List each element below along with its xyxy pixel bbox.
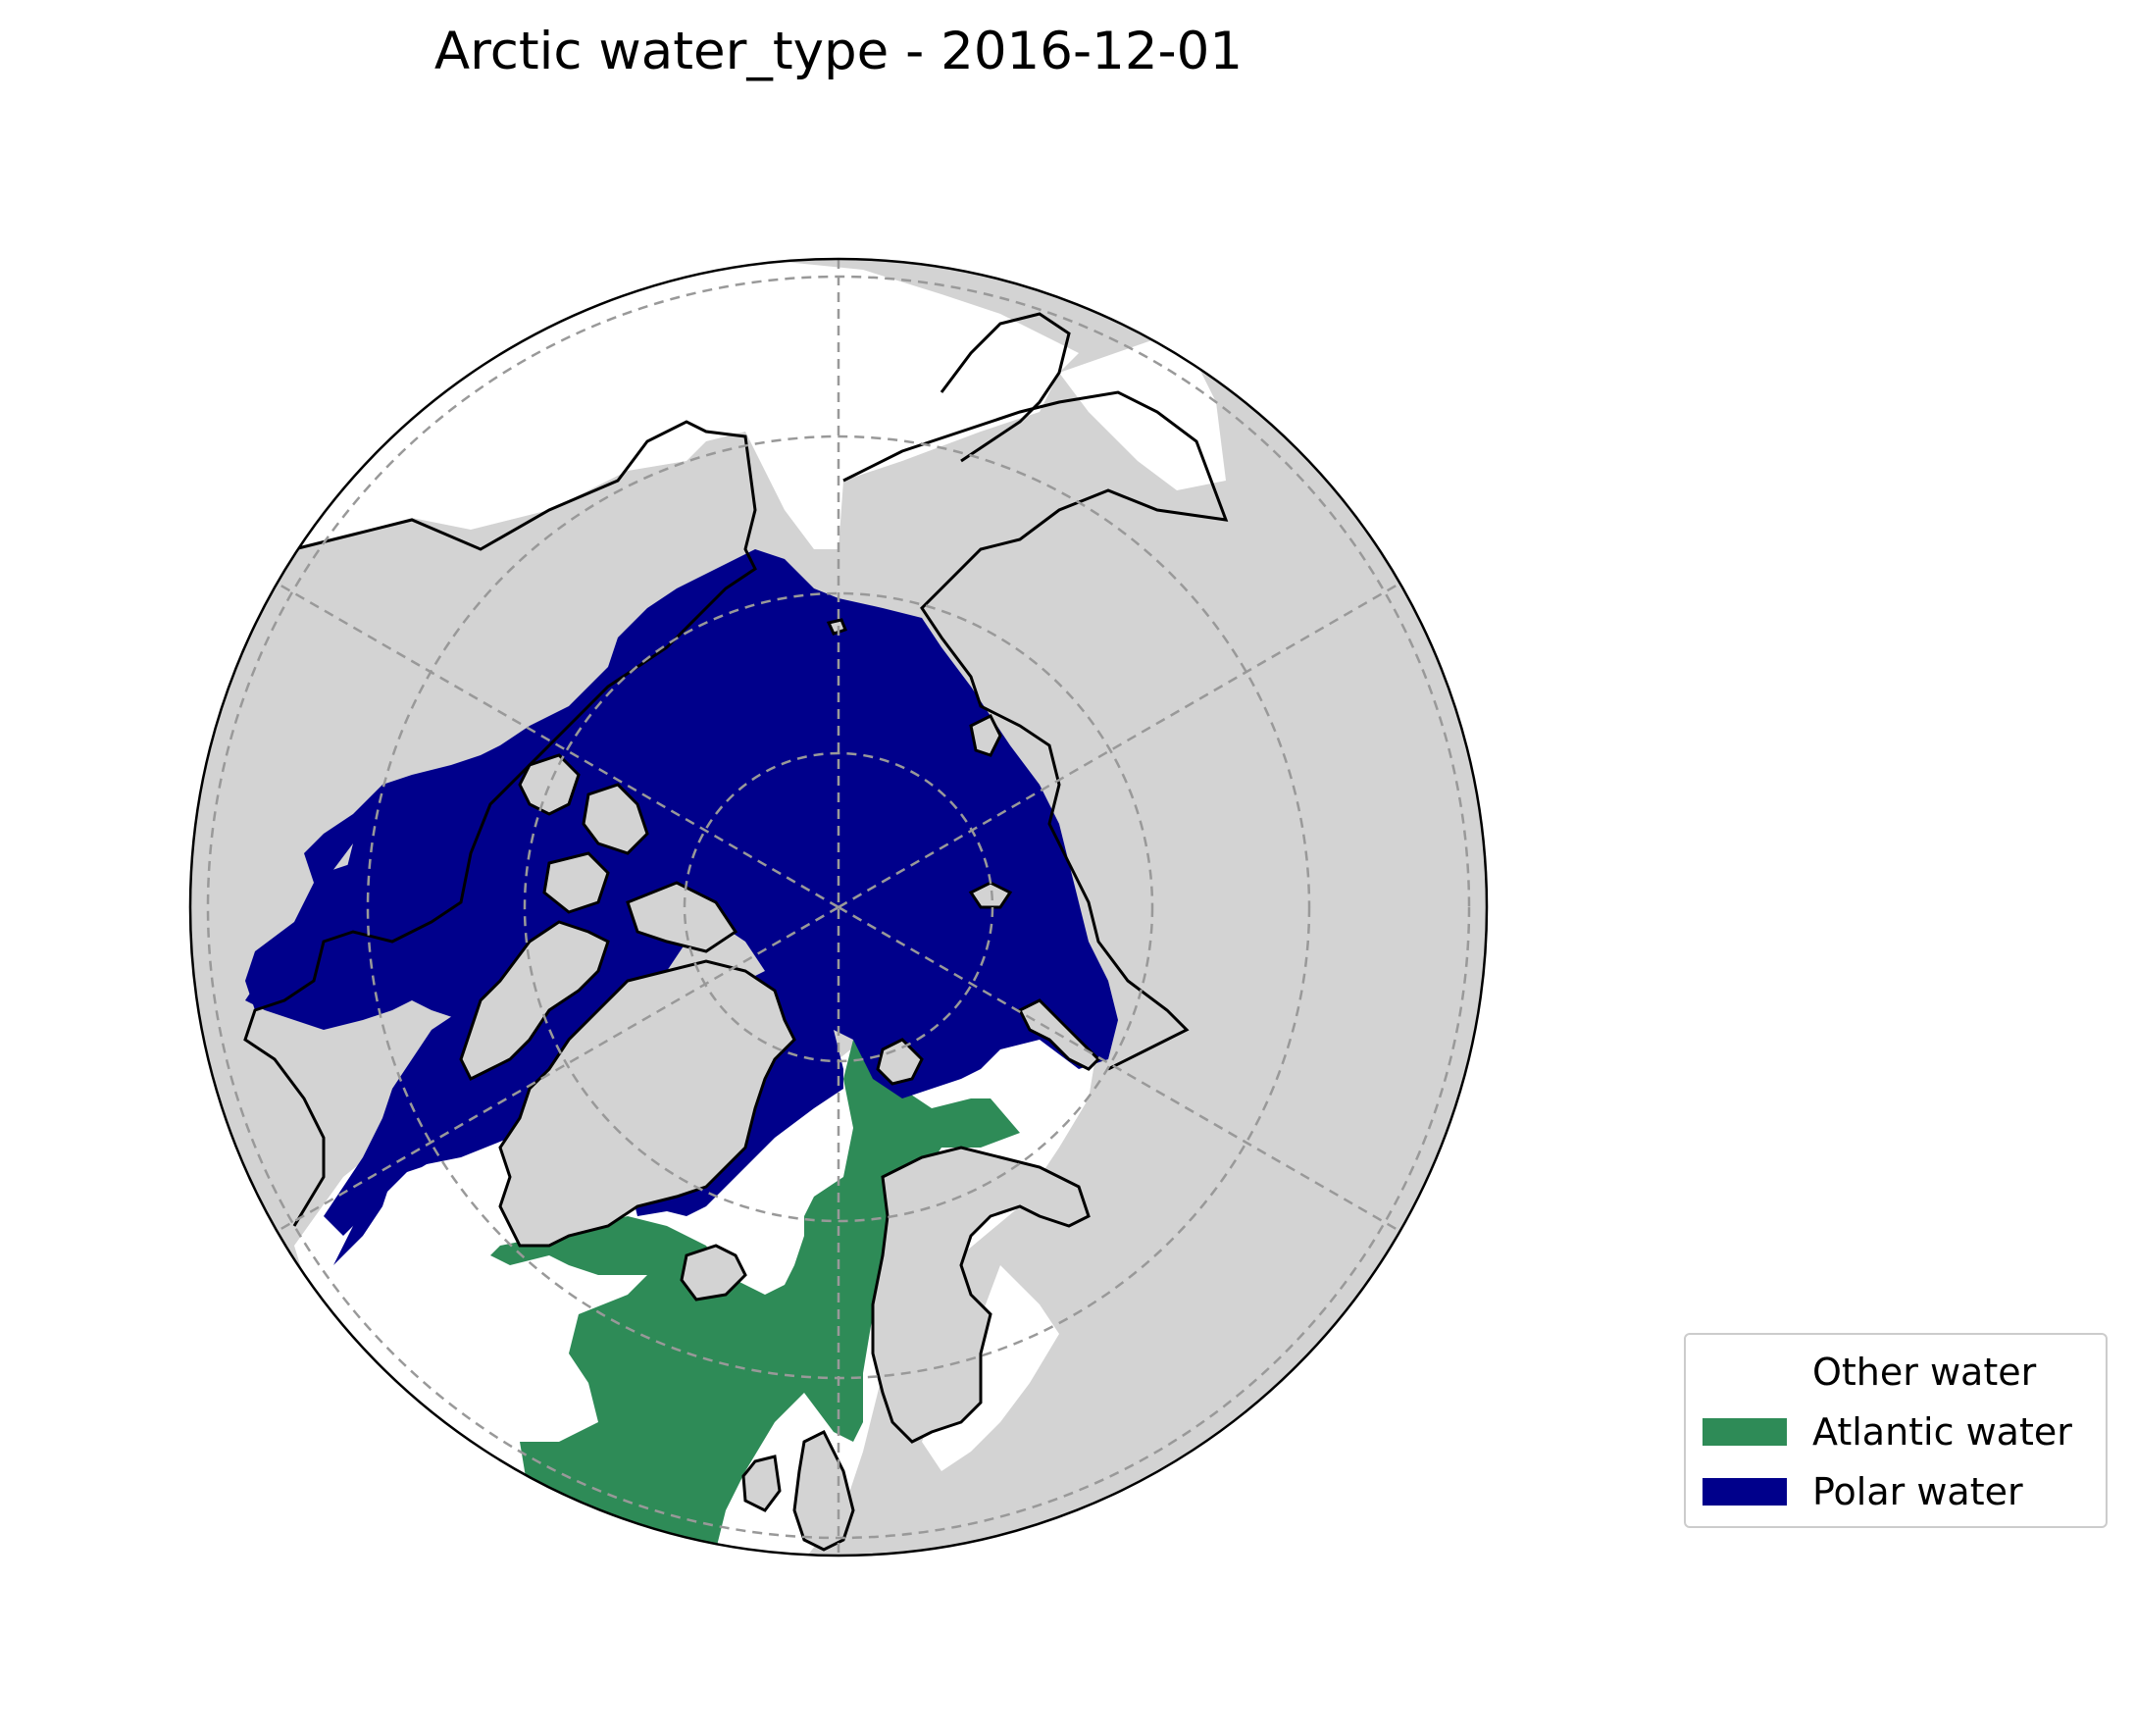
land-iceland (680, 1244, 747, 1302)
meridian-line-right (838, 582, 1400, 909)
other-water-north-pacific-strait (1059, 338, 1226, 490)
legend-item-other-water: Other water (1686, 1347, 2106, 1396)
legend-label-atlantic-water: Atlantic water (1812, 1410, 2072, 1454)
legend: Other water Atlantic water Polar water (1684, 1333, 2108, 1528)
atlantic-water-region (490, 1040, 1020, 1550)
land-canadian-archipelago-2 (582, 783, 649, 855)
land-new-siberian-islands (969, 713, 1002, 757)
legend-item-polar-water: Polar water (1686, 1466, 2106, 1515)
land-baffin-island (459, 920, 610, 1082)
graticule (206, 259, 1471, 1556)
meridian-line-right-down (838, 905, 1400, 1233)
coast-eurasia (842, 390, 1229, 1071)
legend-item-atlantic-water: Atlantic water (1686, 1406, 2106, 1455)
land-severnaya-zemlya (968, 881, 1013, 909)
land-ireland (741, 1455, 782, 1512)
legend-swatch-atlantic-water (1703, 1418, 1787, 1446)
land-canadian-archipelago-4 (626, 881, 738, 953)
legend-swatch-polar-water (1703, 1478, 1787, 1506)
legend-label-other-water: Other water (1812, 1351, 2037, 1394)
land-svalbard (876, 1038, 924, 1086)
map-boundary (188, 257, 1489, 1557)
coast-north-america (243, 420, 757, 1227)
land-greenland (498, 959, 796, 1248)
legend-label-polar-water: Polar water (1812, 1470, 2023, 1513)
meridian-line-left-up (277, 582, 839, 909)
meridian-line-left (277, 905, 839, 1233)
polar-water-baffin (333, 942, 647, 1265)
map-title: Arctic water_type - 2016-12-01 (433, 22, 1244, 81)
land-wrangel (826, 618, 847, 636)
legend-swatch-other-water (1703, 1358, 1787, 1386)
polar-water-hudson-bay (245, 863, 510, 1030)
land-scandinavia (871, 1146, 1091, 1444)
coast-chukotka (940, 312, 1071, 463)
land-canadian-archipelago-3 (542, 851, 610, 914)
latitude-circle-70 (523, 591, 1154, 1223)
